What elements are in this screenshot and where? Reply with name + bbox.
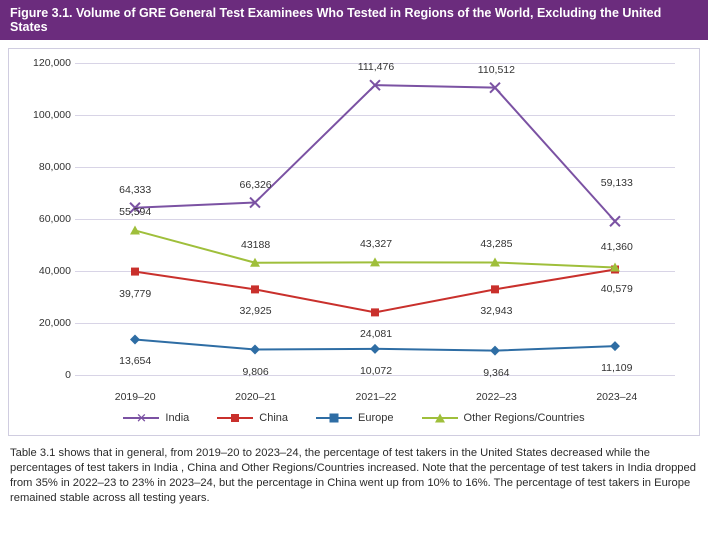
data-label: 32,925 bbox=[240, 305, 272, 317]
data-label: 13,654 bbox=[119, 355, 151, 367]
data-marker bbox=[371, 308, 379, 316]
data-marker bbox=[250, 345, 260, 355]
legend-item: Other Regions/Countries bbox=[422, 411, 585, 425]
x-axis-label: 2021–22 bbox=[336, 391, 416, 403]
legend-label: Europe bbox=[358, 412, 393, 424]
data-marker bbox=[130, 334, 140, 344]
data-marker bbox=[610, 216, 620, 226]
data-label: 111,476 bbox=[358, 61, 394, 73]
legend-item: China bbox=[217, 411, 288, 425]
data-marker bbox=[130, 225, 140, 234]
data-label: 43,327 bbox=[360, 238, 392, 250]
plot-region: 64,333 66,326 111,476 110,512 59,133 39,779 32… bbox=[75, 63, 675, 375]
x-axis-label: 2019–20 bbox=[95, 391, 175, 403]
series-line bbox=[135, 269, 615, 312]
data-label: 24,081 bbox=[360, 328, 392, 340]
data-marker bbox=[370, 344, 380, 354]
data-label: 9,806 bbox=[242, 366, 268, 378]
figure-container: Figure 3.1. Volume of GRE General Test E… bbox=[0, 0, 708, 520]
data-marker bbox=[491, 285, 499, 293]
data-label: 11,109 bbox=[601, 362, 632, 374]
y-axis-label: 80,000 bbox=[23, 161, 71, 173]
legend-label: Other Regions/Countries bbox=[464, 412, 585, 424]
figure-title: Figure 3.1. Volume of GRE General Test E… bbox=[0, 0, 708, 40]
x-axis-label: 2020–21 bbox=[216, 391, 296, 403]
data-label: 66,326 bbox=[240, 179, 272, 191]
data-label: 41,360 bbox=[601, 241, 633, 253]
data-marker bbox=[490, 346, 500, 356]
legend-swatch: ✕ bbox=[123, 411, 159, 425]
chart-legend: ✕ India China Europe Other Regions/Countries bbox=[23, 403, 685, 427]
y-axis-label: 100,000 bbox=[23, 109, 71, 121]
data-label: 43188 bbox=[241, 239, 270, 251]
data-marker bbox=[610, 341, 620, 351]
data-label: 43,285 bbox=[480, 238, 512, 250]
y-axis-label: 0 bbox=[23, 369, 71, 381]
x-axis-label: 2022–23 bbox=[456, 391, 536, 403]
legend-label: India bbox=[165, 412, 189, 424]
data-label: 9,364 bbox=[483, 367, 509, 379]
y-axis-label: 120,000 bbox=[23, 57, 71, 69]
data-marker bbox=[131, 268, 139, 276]
figure-caption: Table 3.1 shows that in general, from 20… bbox=[0, 436, 708, 520]
data-label: 39,779 bbox=[119, 288, 151, 300]
chart-panel: 020,00040,00060,00080,000100,000120,000 … bbox=[8, 48, 700, 436]
legend-item: Europe bbox=[316, 411, 393, 425]
y-axis-label: 20,000 bbox=[23, 317, 71, 329]
legend-swatch bbox=[422, 411, 458, 425]
x-axis-label: 2023–24 bbox=[577, 391, 657, 403]
data-label: 10,072 bbox=[360, 365, 392, 377]
chart-area: 020,00040,00060,00080,000100,000120,000 … bbox=[23, 63, 685, 403]
data-label: 64,333 bbox=[119, 184, 151, 196]
series-line bbox=[135, 85, 615, 221]
y-axis-label: 40,000 bbox=[23, 265, 71, 277]
data-label: 59,133 bbox=[601, 177, 633, 189]
data-label: 55,594 bbox=[119, 206, 151, 218]
data-marker bbox=[251, 285, 259, 293]
data-label: 40,579 bbox=[601, 283, 633, 295]
data-label: 110,512 bbox=[478, 64, 515, 76]
data-label: 32,943 bbox=[480, 305, 512, 317]
y-axis-label: 60,000 bbox=[23, 213, 71, 225]
legend-label: China bbox=[259, 412, 288, 424]
legend-swatch bbox=[316, 411, 352, 425]
legend-item: ✕ India bbox=[123, 411, 189, 425]
legend-swatch bbox=[217, 411, 253, 425]
